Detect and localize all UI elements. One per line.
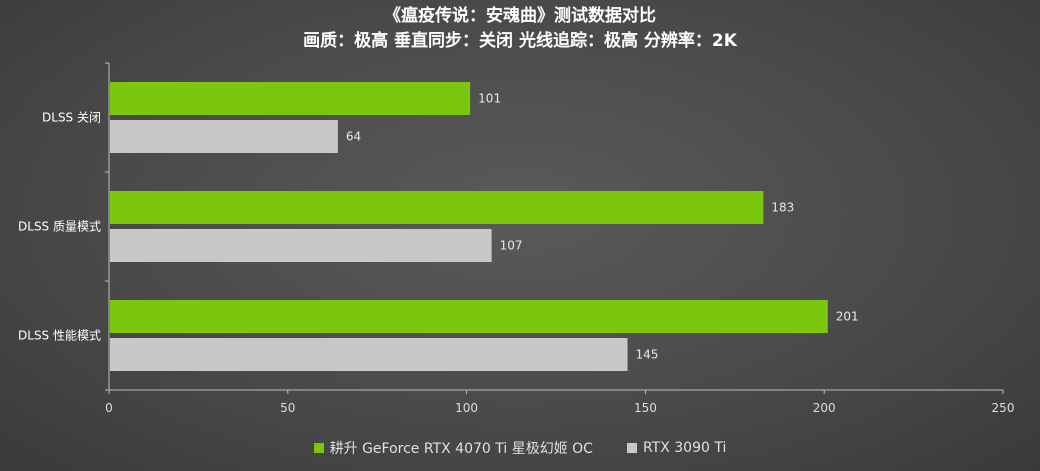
bar	[110, 120, 338, 153]
chart-subtitle: 画质：极高 垂直同步：关闭 光线追踪：极高 分辨率：2K	[303, 31, 737, 51]
legend: 耕升 GeForce RTX 4070 Ti 星极幻姬 OC RTX 3090 …	[0, 438, 1040, 458]
bar	[110, 229, 492, 262]
bar	[110, 82, 471, 115]
category-label: DLSS 性能模式	[18, 329, 101, 343]
legend-swatch-series-2	[626, 443, 637, 453]
x-tick-label: 100	[455, 401, 478, 415]
bar-value-label: 107	[500, 239, 523, 253]
x-tick-label: 250	[992, 401, 1015, 415]
legend-swatch-series-1	[313, 443, 324, 453]
x-tick-label: 150	[634, 401, 657, 415]
bar	[110, 300, 828, 333]
chart-title: 《瘟疫传说：安魂曲》测试数据对比	[384, 6, 656, 26]
category-label: DLSS 质量模式	[18, 220, 101, 234]
x-tick-label: 50	[280, 401, 295, 415]
x-tick-label: 200	[813, 401, 836, 415]
legend-item-series-2: RTX 3090 Ti	[626, 438, 727, 458]
bar	[110, 338, 628, 371]
bar-value-label: 183	[771, 201, 794, 215]
bar-value-label: 145	[636, 348, 659, 362]
bar-value-label: 64	[346, 130, 361, 144]
legend-label-series-2: RTX 3090 Ti	[642, 440, 727, 456]
legend-label-series-1: 耕升 GeForce RTX 4070 Ti 星极幻姬 OC	[329, 441, 593, 457]
x-tick-label: 0	[105, 401, 113, 415]
bar-value-label: 101	[478, 92, 501, 106]
category-label: DLSS 关闭	[42, 111, 101, 125]
bar	[110, 191, 764, 224]
bar-value-label: 201	[836, 310, 859, 324]
legend-item-series-1: 耕升 GeForce RTX 4070 Ti 星极幻姬 OC	[313, 438, 593, 458]
